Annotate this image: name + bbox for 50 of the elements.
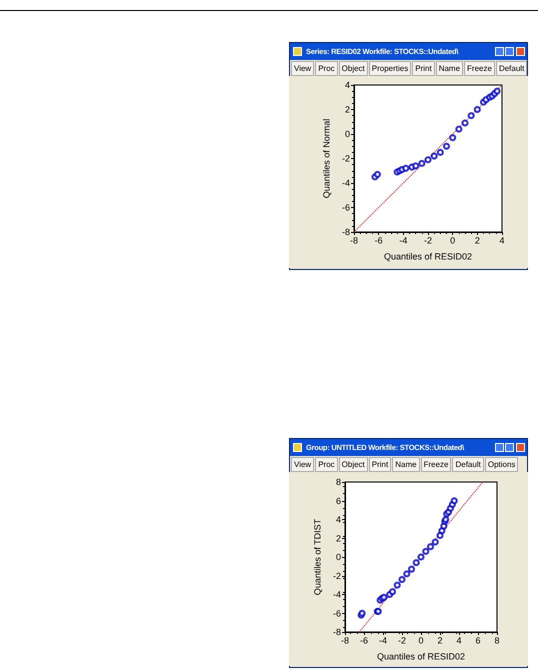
text: Freeze	[464, 61, 495, 76]
x-tick-label: 2	[474, 236, 480, 246]
text: Properties	[368, 61, 412, 76]
x-tick-label: 6	[475, 636, 481, 646]
y-tick-label: 8	[336, 477, 341, 487]
text: Proc	[315, 457, 338, 472]
text: Name	[392, 457, 420, 472]
text: View	[291, 457, 314, 472]
y-tick-label: 0	[344, 129, 350, 139]
x-tick-label: -6	[374, 236, 383, 246]
x-tick-label: 4	[499, 236, 505, 246]
x-tick-label: -6	[360, 636, 368, 646]
y-tick-label: -6	[332, 608, 341, 618]
y-tick-label: 0	[336, 552, 341, 562]
y-tick-label: 2	[344, 104, 350, 114]
text: View	[291, 61, 314, 76]
x-tick-label: -4	[399, 236, 408, 246]
x-tick-label: -2	[398, 636, 406, 646]
x-tick-label: 8	[494, 636, 500, 646]
text: Object	[338, 457, 368, 472]
text: Proc	[315, 61, 338, 76]
y-tick-label: -2	[332, 570, 341, 581]
x-tick-label: -4	[378, 636, 388, 646]
x-axis-title: Quantiles of RESID02	[376, 652, 466, 662]
y-tick-label: -4	[342, 178, 350, 188]
y-tick-label: 4	[344, 80, 350, 90]
y-tick-label: -8	[332, 627, 341, 637]
y-axis-title: Quantiles of TDIST	[312, 518, 323, 596]
x-tick-label: 4	[456, 636, 462, 646]
text: Print	[368, 457, 392, 472]
y-tick-label: -6	[342, 202, 350, 212]
x-tick-label: 0	[418, 636, 424, 646]
x-tick-label: -2	[424, 236, 432, 246]
text: Name	[436, 61, 464, 76]
y-tick-label: -8	[342, 227, 350, 237]
text: Object	[338, 61, 368, 76]
y-tick-label: -4	[332, 590, 341, 600]
y-tick-label: -2	[342, 154, 350, 164]
text: Default	[496, 61, 528, 76]
text: Default	[452, 457, 484, 472]
y-tick-label: 2	[336, 533, 341, 544]
y-tick-label: 6	[336, 496, 341, 506]
text: Print	[412, 61, 435, 76]
y-axis-title: Quantiles of Normal	[322, 118, 332, 198]
x-axis-title: Quantiles of RESID02	[384, 252, 472, 262]
x-tick-label: 2	[437, 636, 443, 646]
text: Freeze	[420, 457, 452, 472]
text: Options	[484, 457, 518, 472]
x-tick-label: 0	[450, 236, 456, 246]
y-tick-label: 4	[336, 514, 341, 524]
